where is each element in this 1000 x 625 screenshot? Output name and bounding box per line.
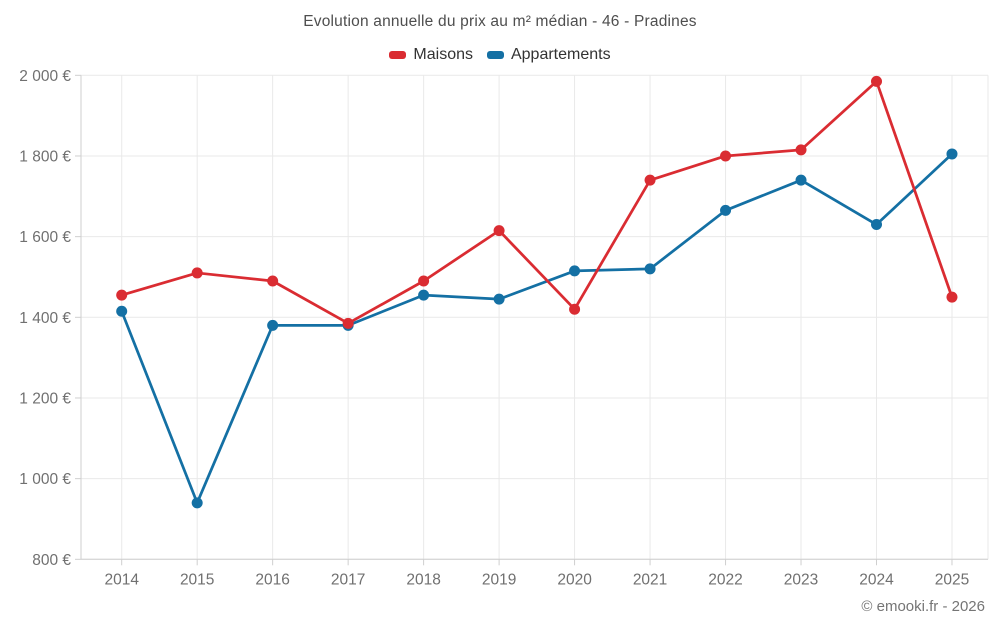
x-axis-label: 2023 <box>784 571 818 588</box>
data-point-maisons-2023[interactable] <box>795 144 807 156</box>
y-axis-label: 1 400 € <box>19 310 71 327</box>
data-point-maisons-2017[interactable] <box>342 317 354 329</box>
x-axis-label: 2020 <box>557 571 592 588</box>
y-axis-label: 1 800 € <box>19 148 71 165</box>
x-axis-label: 2019 <box>482 571 516 588</box>
data-point-maisons-2015[interactable] <box>191 267 203 279</box>
x-axis-label: 2016 <box>255 571 289 588</box>
data-point-appartements-2024[interactable] <box>871 219 882 231</box>
data-point-maisons-2019[interactable] <box>493 225 505 237</box>
x-axis-label: 2025 <box>935 571 969 588</box>
x-axis-label: 2015 <box>180 571 214 588</box>
chart-legend: Maisons Appartements <box>0 46 1000 64</box>
data-point-appartements-2022[interactable] <box>720 204 732 216</box>
appartements-color-swatch-icon <box>486 51 504 59</box>
x-axis-label: 2022 <box>708 571 742 588</box>
data-point-maisons-2016[interactable] <box>267 275 279 287</box>
data-point-appartements-2019[interactable] <box>493 293 505 305</box>
data-point-maisons-2025[interactable] <box>946 291 958 303</box>
y-axis-label: 1 000 € <box>19 471 71 488</box>
data-point-appartements-2025[interactable] <box>946 148 958 160</box>
series-line-maisons <box>120 79 954 325</box>
legend-item-maisons[interactable]: Maisons <box>389 46 473 64</box>
data-point-appartements-2021[interactable] <box>644 263 656 275</box>
footer-credit: © emooki.fr - 2026 <box>861 598 985 615</box>
x-axis-label: 2017 <box>331 571 365 588</box>
y-axis-label: 2 000 € <box>19 68 71 85</box>
x-axis-label: 2018 <box>406 571 440 588</box>
series-line-appartements <box>120 152 954 505</box>
data-point-maisons-2014[interactable] <box>116 289 128 301</box>
data-point-appartements-2020[interactable] <box>569 265 581 277</box>
data-point-appartements-2015[interactable] <box>191 497 203 509</box>
data-point-maisons-2021[interactable] <box>644 174 656 186</box>
x-axis-label: 2021 <box>633 571 667 588</box>
data-point-maisons-2022[interactable] <box>720 150 732 162</box>
y-axis-label: 1 200 € <box>19 390 71 407</box>
chart-title: Evolution annuelle du prix au m² médian … <box>303 13 697 30</box>
data-point-maisons-2020[interactable] <box>569 303 581 315</box>
data-point-appartements-2016[interactable] <box>267 319 279 331</box>
data-point-appartements-2018[interactable] <box>418 289 430 301</box>
y-axis-label: 800 € <box>32 552 71 569</box>
x-axis-label: 2014 <box>104 571 139 588</box>
data-point-appartements-2014[interactable] <box>116 305 128 317</box>
data-point-appartements-2023[interactable] <box>795 174 807 186</box>
data-point-maisons-2018[interactable] <box>418 275 430 287</box>
legend-label-appartements: Appartements <box>510 46 611 63</box>
maisons-color-swatch-icon <box>389 51 407 59</box>
legend-label-maisons: Maisons <box>413 46 473 63</box>
legend-item-appartements[interactable]: Appartements <box>486 46 611 64</box>
data-point-maisons-2024[interactable] <box>871 75 882 87</box>
x-axis-label: 2024 <box>859 571 894 588</box>
y-axis-label: 1 600 € <box>19 229 71 246</box>
